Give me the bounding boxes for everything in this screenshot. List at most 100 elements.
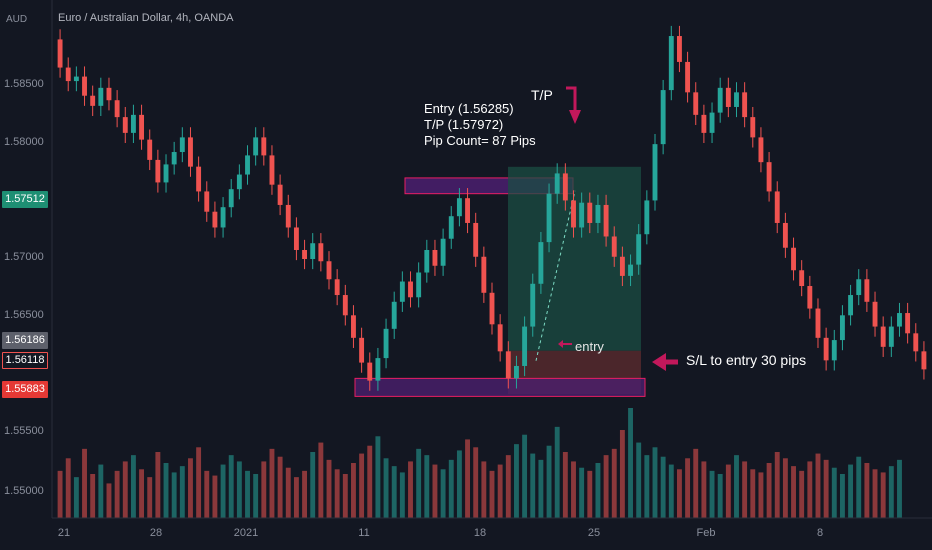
candle-body bbox=[823, 337, 829, 361]
volume-bar bbox=[212, 475, 218, 518]
volume-bar bbox=[375, 436, 381, 518]
volume-bar bbox=[611, 448, 617, 518]
volume-bar bbox=[188, 458, 193, 518]
volume-bar bbox=[685, 458, 691, 518]
volume-bar bbox=[456, 450, 462, 518]
volume-bar bbox=[179, 466, 185, 518]
candle-body bbox=[505, 351, 511, 379]
candle-body bbox=[318, 243, 324, 262]
candle-body bbox=[839, 315, 845, 341]
volume-bar bbox=[114, 470, 120, 518]
volume-bar bbox=[734, 455, 739, 518]
volume-bar bbox=[603, 455, 609, 518]
volume-bar bbox=[440, 469, 446, 518]
candle-body bbox=[530, 283, 536, 327]
volume-bar bbox=[888, 466, 894, 518]
candle-body bbox=[782, 222, 788, 248]
volume-bar bbox=[554, 426, 560, 518]
tp-price-text: T/P (1.57972) bbox=[424, 117, 504, 132]
currency-label: AUD bbox=[6, 14, 28, 25]
volume-bar bbox=[424, 455, 430, 518]
volume-bar bbox=[106, 483, 112, 518]
volume-bar bbox=[831, 467, 837, 518]
zones bbox=[354, 166, 646, 397]
candle-body bbox=[179, 137, 185, 153]
candle-body bbox=[456, 198, 462, 217]
volume-bar bbox=[448, 459, 454, 518]
volume-bar bbox=[562, 452, 568, 518]
tp-arrow-head bbox=[569, 110, 581, 124]
candle-body bbox=[188, 137, 193, 167]
candle-body bbox=[864, 279, 870, 302]
candle-body bbox=[856, 279, 862, 296]
x-tick-label: 21 bbox=[57, 527, 71, 539]
volume-bar bbox=[122, 461, 128, 518]
x-tick-label: 18 bbox=[473, 527, 487, 539]
volume-bar bbox=[342, 474, 348, 518]
candle-body bbox=[831, 340, 837, 361]
candle-body bbox=[701, 114, 707, 133]
candle-body bbox=[359, 337, 365, 363]
volume-bar bbox=[514, 444, 519, 518]
candle-body bbox=[391, 301, 397, 329]
candle-body bbox=[750, 117, 756, 138]
candle-body bbox=[155, 159, 161, 183]
candle-body bbox=[595, 204, 601, 223]
volume-bar bbox=[293, 477, 299, 518]
candle-body bbox=[514, 365, 519, 379]
volume-bar bbox=[897, 459, 902, 518]
volume-bar bbox=[701, 461, 707, 518]
candle-body bbox=[497, 324, 503, 352]
volume-bar bbox=[782, 458, 788, 518]
volume-bar bbox=[660, 456, 666, 518]
candle-body bbox=[766, 162, 772, 192]
volume-bar bbox=[253, 474, 259, 518]
volume-bar bbox=[742, 461, 748, 518]
volume-bar bbox=[261, 461, 267, 518]
candle-body bbox=[440, 238, 446, 266]
volume-bar bbox=[139, 469, 145, 518]
volume-bar bbox=[717, 474, 723, 518]
candle-body bbox=[139, 114, 145, 140]
volume-bar bbox=[302, 470, 308, 518]
volume-bar bbox=[269, 448, 275, 518]
volume-bar bbox=[351, 463, 356, 518]
candle-body bbox=[791, 247, 796, 271]
volume-bar bbox=[750, 469, 756, 518]
candle-body bbox=[848, 295, 854, 316]
candle-body bbox=[228, 189, 234, 208]
volume-bar bbox=[334, 469, 340, 518]
candle-body bbox=[122, 117, 128, 133]
trade-path-line bbox=[535, 190, 576, 361]
volume-bar bbox=[725, 464, 731, 518]
candle-body bbox=[220, 207, 226, 228]
volume-bar bbox=[676, 469, 682, 518]
candle-body bbox=[880, 326, 886, 347]
volume-bar bbox=[399, 472, 405, 518]
volume-bar bbox=[668, 464, 674, 518]
x-tick-label: 8 bbox=[816, 527, 824, 539]
candle-body bbox=[636, 234, 642, 265]
support-zone bbox=[354, 377, 646, 397]
candle-body bbox=[465, 198, 470, 223]
candle-body bbox=[921, 351, 927, 370]
entry-price-text: Entry (1.56285) bbox=[424, 101, 514, 116]
y-tick-label: 1.57000 bbox=[4, 251, 44, 263]
volume-bar bbox=[147, 477, 153, 518]
volume-bar bbox=[595, 463, 601, 518]
price-tag: 1.56118 bbox=[2, 352, 48, 369]
candle-body bbox=[807, 286, 813, 309]
candle-body bbox=[293, 227, 299, 250]
candle-body bbox=[587, 202, 593, 223]
volume-bar bbox=[587, 470, 593, 518]
price-axis-background bbox=[0, 0, 52, 518]
candle-body bbox=[351, 315, 356, 338]
candle-body bbox=[579, 202, 585, 228]
candle-body bbox=[652, 144, 658, 201]
y-tick-label: 1.55000 bbox=[4, 485, 44, 497]
x-tick-label: 25 bbox=[587, 527, 601, 539]
volume-bar bbox=[619, 430, 625, 518]
volume-bar bbox=[163, 463, 169, 518]
candle-body bbox=[668, 36, 674, 91]
